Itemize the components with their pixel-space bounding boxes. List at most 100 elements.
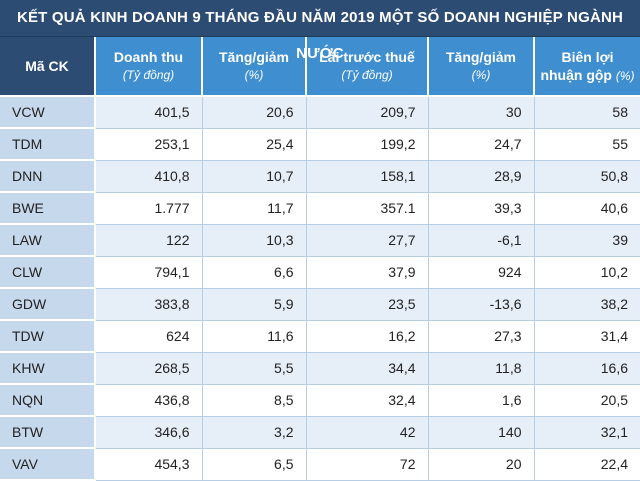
cell-code: CLW <box>0 256 96 289</box>
cell-revenue: 454,3 <box>95 448 203 481</box>
table-row: TDW 624 11,6 16,2 27,3 31,4 <box>0 320 640 353</box>
cell-gross-margin: 22,4 <box>534 448 640 481</box>
cell-pretax-profit: 357.1 <box>306 192 429 225</box>
header-pretax-profit-unit: (Tỷ đồng) <box>341 68 393 82</box>
cell-profit-change: 28,9 <box>428 160 535 193</box>
cell-revenue: 436,8 <box>95 384 203 417</box>
cell-pretax-profit: 32,4 <box>306 384 429 417</box>
header-gross-margin-unit: (%) <box>615 68 635 83</box>
cell-revenue-change: 10,7 <box>202 160 307 193</box>
header-pretax-profit-label: Lãi trước thuế <box>319 49 415 65</box>
cell-code: BTW <box>0 416 96 449</box>
cell-revenue-change: 10,3 <box>202 224 307 257</box>
cell-profit-change: 39,3 <box>428 192 535 225</box>
cell-pretax-profit: 37,9 <box>306 256 429 289</box>
table-row: NQN 436,8 8,5 32,4 1,6 20,5 <box>0 384 640 417</box>
cell-revenue-change: 5,9 <box>202 288 307 321</box>
cell-profit-change: 140 <box>428 416 535 449</box>
header-revenue-change-label: Tăng/giảm <box>218 49 289 65</box>
cell-pretax-profit: 209,7 <box>306 96 429 129</box>
header-row: Mã CK Doanh thu (Tỷ đồng) Tăng/giảm (%) … <box>0 37 640 97</box>
header-gross-margin: Biên lợi nhuận gộp (%) <box>534 37 640 97</box>
cell-revenue: 253,1 <box>95 128 203 161</box>
cell-profit-change: 30 <box>428 96 535 129</box>
cell-code: DNN <box>0 160 96 193</box>
cell-revenue-change: 6,6 <box>202 256 307 289</box>
cell-gross-margin: 39 <box>534 224 640 257</box>
header-revenue-change-unit: (%) <box>244 68 264 82</box>
header-pretax-profit: Lãi trước thuế (Tỷ đồng) <box>306 37 429 97</box>
table-row: GDW 383,8 5,9 23,5 -13,6 38,2 <box>0 288 640 321</box>
cell-revenue-change: 25,4 <box>202 128 307 161</box>
header-code-label: Mã CK <box>25 58 69 74</box>
cell-code: TDW <box>0 320 96 353</box>
cell-code: VCW <box>0 96 96 129</box>
header-revenue-label: Doanh thu <box>113 49 184 65</box>
header-profit-change-label: Tăng/giảm <box>445 49 516 65</box>
header-profit-change: Tăng/giảm (%) <box>428 37 535 97</box>
results-table: Mã CK Doanh thu (Tỷ đồng) Tăng/giảm (%) … <box>0 37 640 481</box>
cell-revenue: 1.777 <box>95 192 203 225</box>
cell-revenue: 122 <box>95 224 203 257</box>
table-row: BTW 346,6 3,2 42 140 32,1 <box>0 416 640 449</box>
cell-revenue-change: 5,5 <box>202 352 307 385</box>
table-row: DNN 410,8 10,7 158,1 28,9 50,8 <box>0 160 640 193</box>
cell-gross-margin: 20,5 <box>534 384 640 417</box>
cell-revenue: 410,8 <box>95 160 203 193</box>
header-profit-change-unit: (%) <box>471 68 491 82</box>
cell-gross-margin: 31,4 <box>534 320 640 353</box>
cell-profit-change: 1,6 <box>428 384 535 417</box>
cell-pretax-profit: 158,1 <box>306 160 429 193</box>
cell-revenue-change: 11,6 <box>202 320 307 353</box>
cell-revenue: 794,1 <box>95 256 203 289</box>
cell-gross-margin: 16,6 <box>534 352 640 385</box>
header-revenue: Doanh thu (Tỷ đồng) <box>95 37 203 97</box>
cell-code: GDW <box>0 288 96 321</box>
cell-gross-margin: 40,6 <box>534 192 640 225</box>
cell-pretax-profit: 23,5 <box>306 288 429 321</box>
cell-revenue-change: 3,2 <box>202 416 307 449</box>
cell-pretax-profit: 34,4 <box>306 352 429 385</box>
cell-code: KHW <box>0 352 96 385</box>
header-revenue-change: Tăng/giảm (%) <box>202 37 307 97</box>
cell-revenue-change: 11,7 <box>202 192 307 225</box>
cell-profit-change: 924 <box>428 256 535 289</box>
cell-pretax-profit: 199,2 <box>306 128 429 161</box>
cell-revenue: 268,5 <box>95 352 203 385</box>
cell-revenue: 401,5 <box>95 96 203 129</box>
table-row: VCW 401,5 20,6 209,7 30 58 <box>0 96 640 129</box>
table-row: LAW 122 10,3 27,7 -6,1 39 <box>0 224 640 257</box>
cell-profit-change: -13,6 <box>428 288 535 321</box>
cell-revenue-change: 6,5 <box>202 448 307 481</box>
table-row: KHW 268,5 5,5 34,4 11,8 16,6 <box>0 352 640 385</box>
cell-pretax-profit: 27,7 <box>306 224 429 257</box>
cell-gross-margin: 38,2 <box>534 288 640 321</box>
cell-gross-margin: 58 <box>534 96 640 129</box>
cell-profit-change: 27,3 <box>428 320 535 353</box>
cell-revenue-change: 8,5 <box>202 384 307 417</box>
table-body: VCW 401,5 20,6 209,7 30 58 TDM 253,1 25,4 199,2 24… <box>0 96 640 481</box>
cell-code: VAV <box>0 448 96 481</box>
cell-pretax-profit: 42 <box>306 416 429 449</box>
cell-revenue: 346,6 <box>95 416 203 449</box>
table-row: CLW 794,1 6,6 37,9 924 10,2 <box>0 256 640 289</box>
table-row: TDM 253,1 25,4 199,2 24,7 55 <box>0 128 640 161</box>
cell-code: NQN <box>0 384 96 417</box>
cell-pretax-profit: 72 <box>306 448 429 481</box>
header-code: Mã CK <box>0 37 96 97</box>
cell-profit-change: 20 <box>428 448 535 481</box>
cell-revenue: 383,8 <box>95 288 203 321</box>
cell-gross-margin: 10,2 <box>534 256 640 289</box>
table-row: VAV 454,3 6,5 72 20 22,4 <box>0 448 640 481</box>
table-header: Mã CK Doanh thu (Tỷ đồng) Tăng/giảm (%) … <box>0 37 640 97</box>
header-gross-margin-label: Biên lợi nhuận gộp <box>540 48 614 83</box>
cell-gross-margin: 32,1 <box>534 416 640 449</box>
cell-code: TDM <box>0 128 96 161</box>
cell-revenue: 624 <box>95 320 203 353</box>
cell-profit-change: 24,7 <box>428 128 535 161</box>
header-revenue-unit: (Tỷ đồng) <box>122 68 175 82</box>
cell-gross-margin: 55 <box>534 128 640 161</box>
table-row: BWE 1.777 11,7 357.1 39,3 40,6 <box>0 192 640 225</box>
cell-code: BWE <box>0 192 96 225</box>
